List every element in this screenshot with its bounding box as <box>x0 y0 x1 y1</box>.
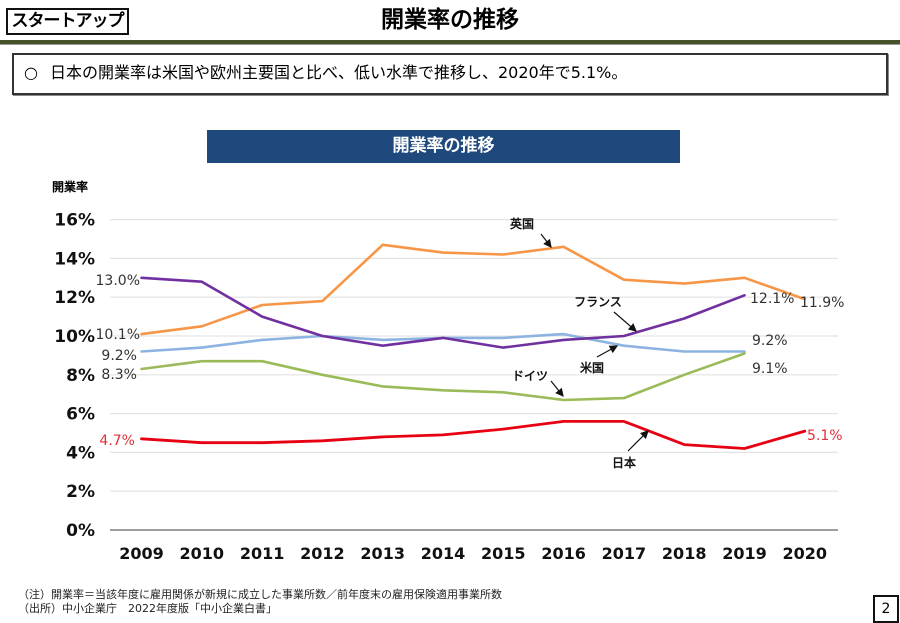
y-tick-label: 4% <box>66 443 95 463</box>
section-tag: スタートアップ <box>6 8 129 35</box>
data-labels: 4.7% 5.1% 9.2% 9.2% 10.1% 11.9% 8.3% 9.1% 13.0% 1… <box>96 273 845 449</box>
x-tick-label: 2009 <box>119 544 164 563</box>
annotation-label: 英国 <box>510 216 534 231</box>
x-tick-label: 2020 <box>783 544 828 563</box>
y-axis-title: 開業率 <box>52 179 88 194</box>
annotation-label: ドイツ <box>512 369 548 383</box>
data-label-start: 13.0% <box>96 273 140 289</box>
y-tick-label: 6% <box>66 405 95 425</box>
arrow-icon <box>596 345 619 358</box>
y-tick-label: 10% <box>54 327 95 347</box>
y-tick-label: 12% <box>54 288 95 308</box>
data-label-end: 5.1% <box>807 428 843 444</box>
x-tick-label: 2015 <box>481 544 526 563</box>
source-note: （出所）中小企業庁 2022年度版「中小企業白書」 <box>18 602 277 615</box>
series-line-4 <box>140 276 746 349</box>
y-tick-label: 14% <box>54 249 95 269</box>
axes: 開業率 0% 2% 4% 6% 8% 10% 12% 14% 16% 2009 2010 2011 20… <box>52 179 827 563</box>
x-tick-label: 2019 <box>722 544 767 563</box>
line-chart: 開業率 0% 2% 4% 6% 8% 10% 12% 14% 16% 2009 2010 2011 20… <box>52 179 845 563</box>
footnote: （注）開業率＝当該年度に雇用関係が新規に成立した事業所数／前年度末の雇用保険適用… <box>18 588 502 601</box>
data-label-end: 9.1% <box>752 361 788 377</box>
arrow-icon <box>627 430 649 452</box>
data-label-start: 4.7% <box>99 433 135 449</box>
x-tick-label: 2016 <box>541 544 586 563</box>
x-tick-label: 2013 <box>360 544 405 563</box>
data-label-start: 8.3% <box>101 367 137 383</box>
data-label-end: 12.1% <box>750 291 794 307</box>
y-tick-label: 16% <box>54 211 95 231</box>
page-title: 開業率の推移 <box>381 7 519 33</box>
x-tick-label: 2010 <box>180 544 225 563</box>
arrow-icon <box>550 380 564 397</box>
annotation-label: フランス <box>574 295 622 309</box>
arrow-icon <box>613 311 637 332</box>
y-tick-label: 0% <box>66 521 95 541</box>
annotation-label: 米国 <box>580 360 604 375</box>
circle-bullet-icon: ○ <box>24 63 38 82</box>
y-tick-label: 8% <box>66 366 95 386</box>
data-label-start: 9.2% <box>101 348 137 364</box>
series-line-3 <box>140 352 746 402</box>
data-label-start: 10.1% <box>96 327 140 343</box>
data-label-end: 11.9% <box>800 295 844 311</box>
series-line-2 <box>140 243 807 336</box>
footer: （注）開業率＝当該年度に雇用関係が新規に成立した事業所数／前年度末の雇用保険適用… <box>18 588 502 616</box>
chart-title: 開業率の推移 <box>207 130 680 163</box>
page-number: 2 <box>873 595 899 623</box>
x-tick-label: 2018 <box>662 544 707 563</box>
y-tick-label: 2% <box>66 482 95 502</box>
summary-box: ○ 日本の開業率は米国や欧州主要国と比べ、低い水準で推移し、2020年で5.1%… <box>12 53 888 95</box>
gridlines <box>110 219 838 531</box>
data-label-end: 9.2% <box>752 333 788 349</box>
x-tick-label: 2011 <box>240 544 285 563</box>
annotation-label: 日本 <box>612 455 636 470</box>
arrow-icon <box>540 233 552 248</box>
x-tick-label: 2014 <box>421 544 466 563</box>
x-tick-label: 2017 <box>602 544 647 563</box>
summary-text: 日本の開業率は米国や欧州主要国と比べ、低い水準で推移し、2020年で5.1%。 <box>50 63 628 82</box>
series-line-0 <box>140 419 807 450</box>
header-divider <box>0 40 900 45</box>
series-lines <box>140 243 807 450</box>
x-tick-label: 2012 <box>300 544 345 563</box>
